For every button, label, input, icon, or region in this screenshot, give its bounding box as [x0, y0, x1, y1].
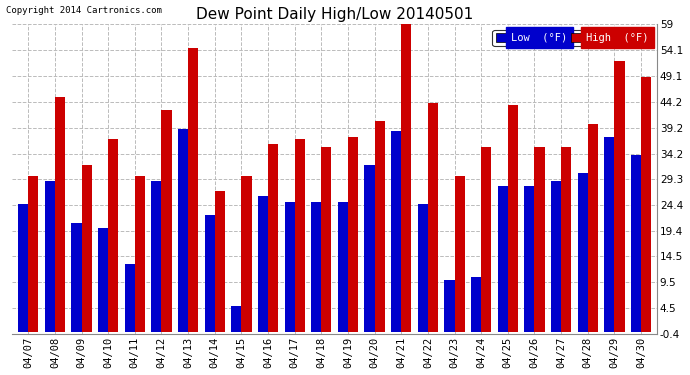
Bar: [135, 176, 145, 332]
Bar: [55, 98, 65, 332]
Bar: [72, 222, 81, 332]
Bar: [561, 147, 571, 332]
Bar: [188, 48, 198, 332]
Bar: [268, 144, 278, 332]
Bar: [231, 306, 241, 332]
Bar: [508, 105, 518, 332]
Text: Copyright 2014 Cartronics.com: Copyright 2014 Cartronics.com: [6, 6, 161, 15]
Bar: [98, 228, 108, 332]
Bar: [535, 147, 544, 332]
Bar: [284, 202, 295, 332]
Bar: [641, 76, 651, 332]
Bar: [28, 176, 39, 332]
Bar: [108, 139, 118, 332]
Bar: [444, 280, 455, 332]
Legend: Low  (°F), High  (°F): Low (°F), High (°F): [493, 30, 652, 46]
Bar: [151, 181, 161, 332]
Title: Dew Point Daily High/Low 20140501: Dew Point Daily High/Low 20140501: [196, 7, 473, 22]
Bar: [258, 196, 268, 332]
Bar: [205, 215, 215, 332]
Bar: [338, 202, 348, 332]
Bar: [614, 61, 624, 332]
Bar: [125, 264, 135, 332]
Bar: [524, 186, 535, 332]
Bar: [215, 191, 225, 332]
Bar: [497, 186, 508, 332]
Bar: [402, 24, 411, 332]
Bar: [18, 204, 28, 332]
Bar: [178, 129, 188, 332]
Bar: [578, 173, 588, 332]
Bar: [455, 176, 464, 332]
Bar: [417, 204, 428, 332]
Bar: [481, 147, 491, 332]
Bar: [81, 165, 92, 332]
Bar: [604, 136, 614, 332]
Bar: [311, 202, 322, 332]
Bar: [375, 121, 385, 332]
Bar: [631, 155, 641, 332]
Bar: [348, 136, 358, 332]
Bar: [161, 111, 172, 332]
Bar: [391, 131, 402, 332]
Bar: [588, 123, 598, 332]
Bar: [45, 181, 55, 332]
Bar: [241, 176, 252, 332]
Bar: [471, 277, 481, 332]
Bar: [322, 147, 331, 332]
Bar: [364, 165, 375, 332]
Bar: [551, 181, 561, 332]
Bar: [428, 103, 438, 332]
Bar: [295, 139, 305, 332]
